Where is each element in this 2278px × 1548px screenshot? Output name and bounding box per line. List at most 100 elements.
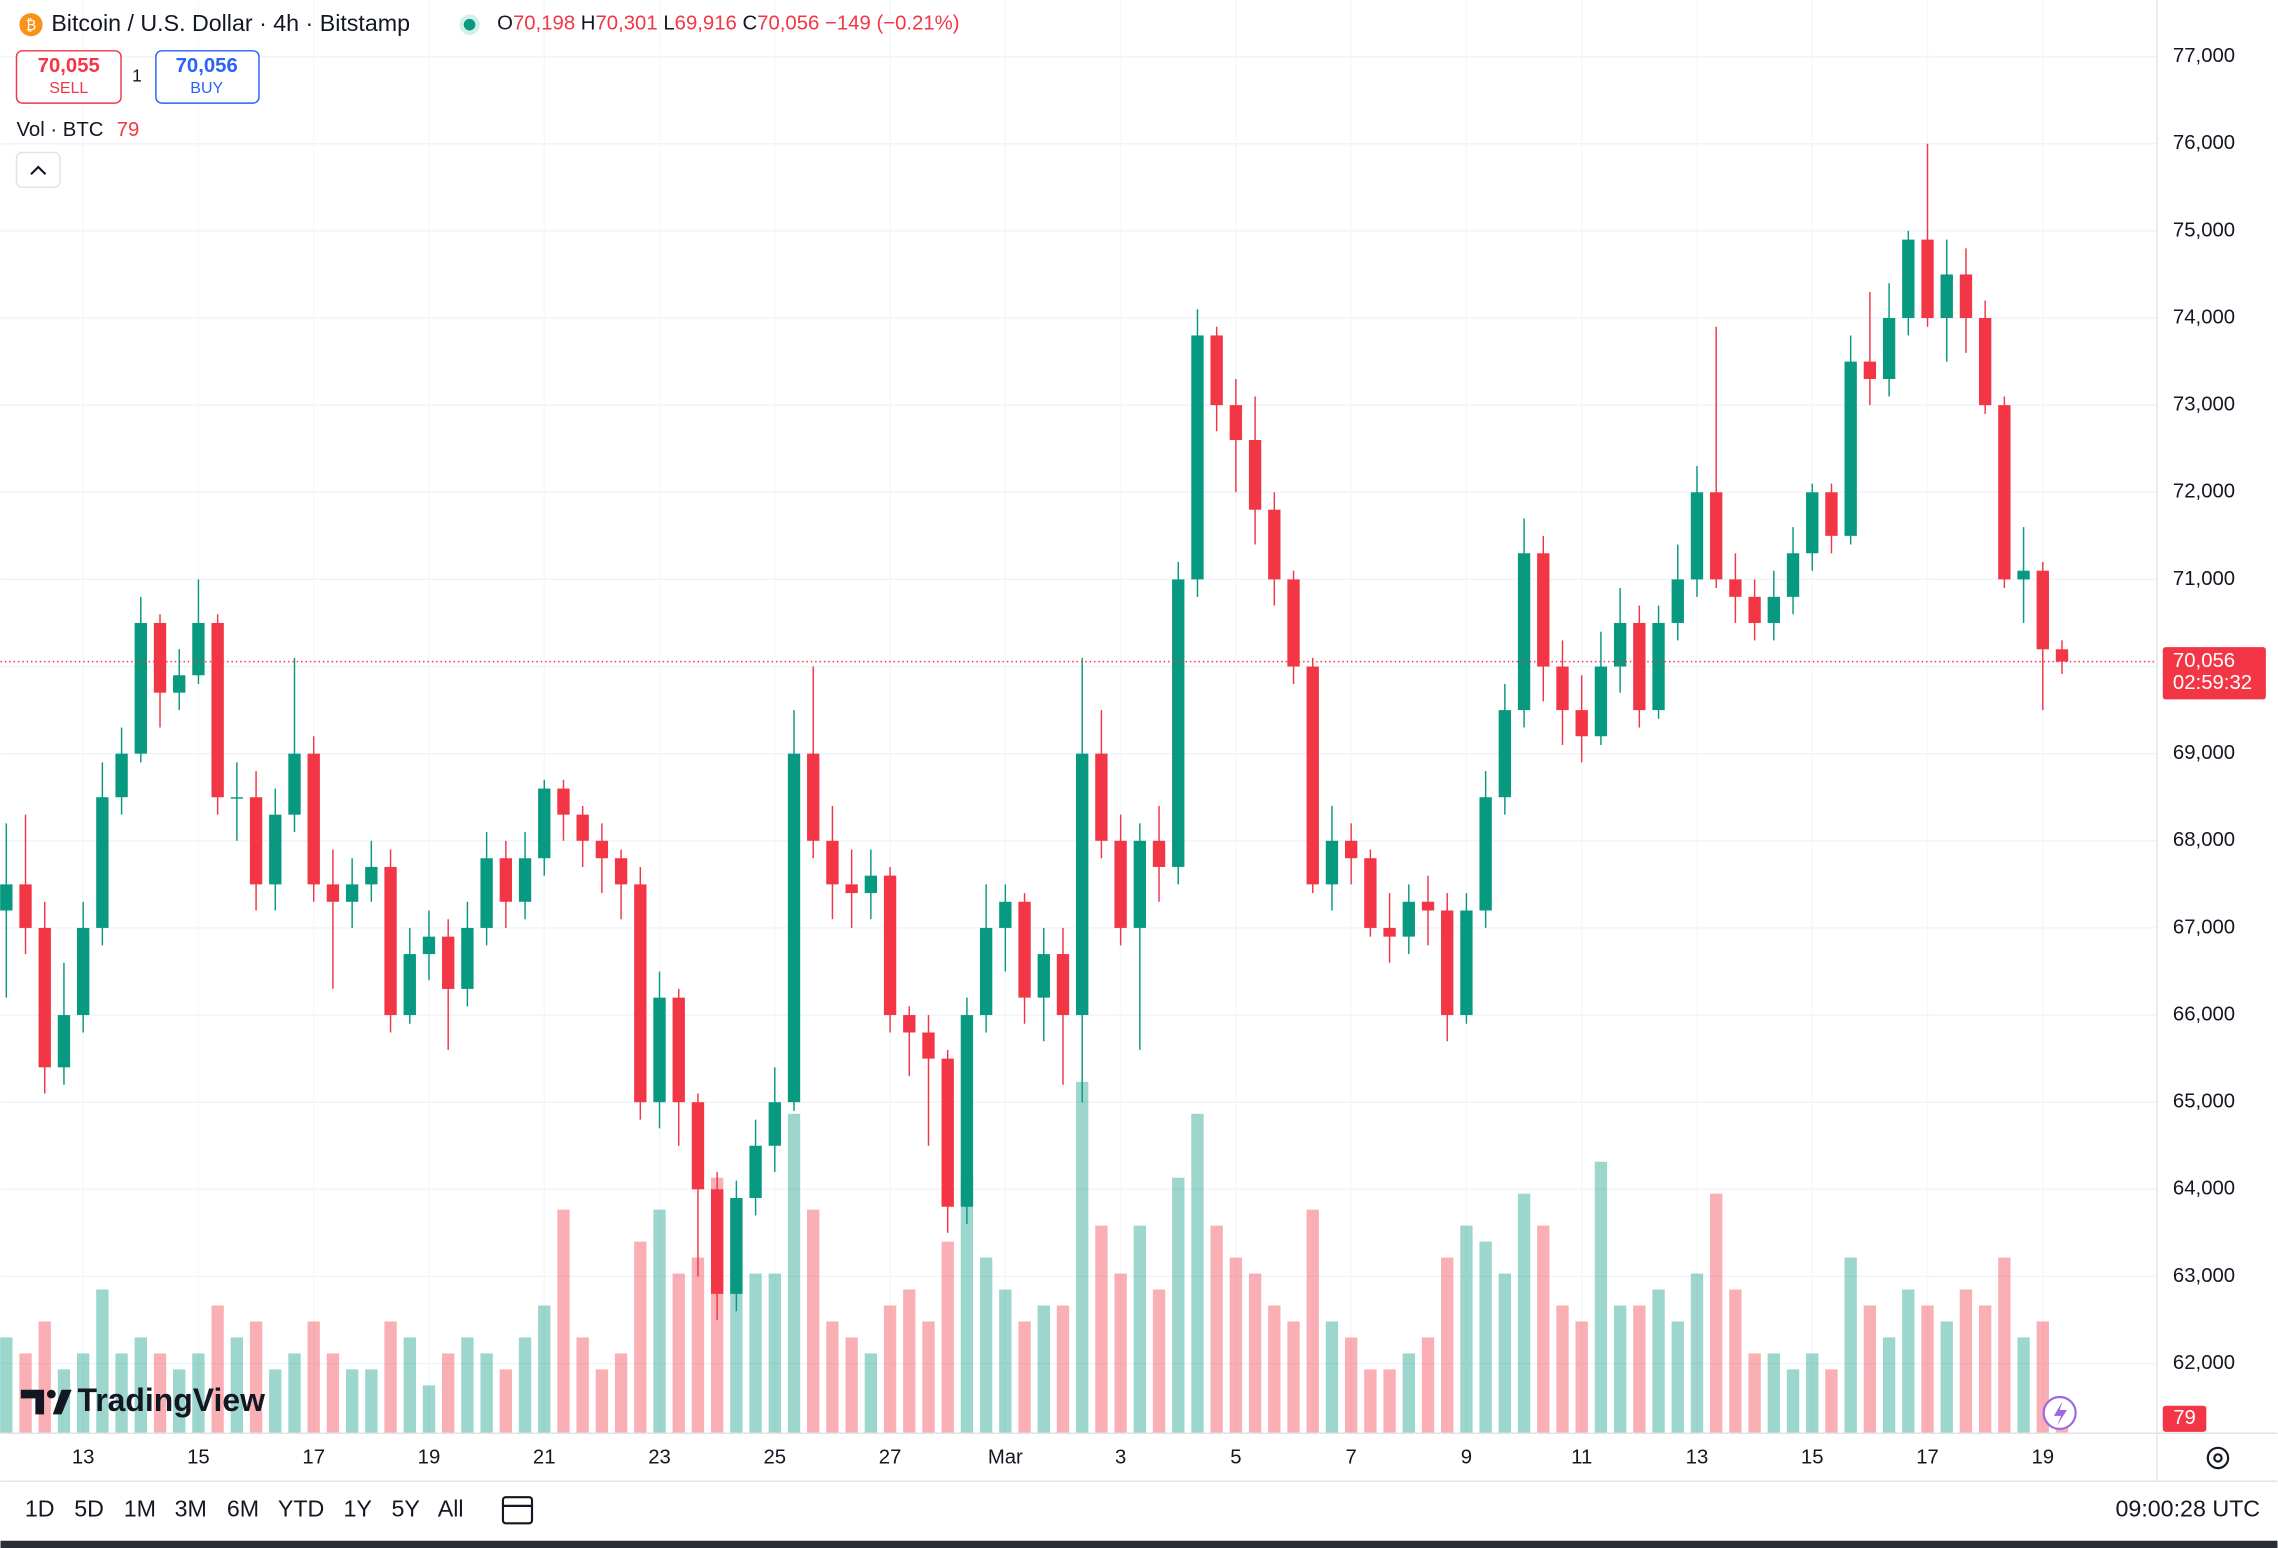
x-tick-label: 21 — [533, 1446, 556, 1468]
volume-bar — [1498, 1273, 1512, 1434]
candle-body — [1652, 622, 1665, 711]
range-button[interactable]: YTD — [278, 1495, 324, 1521]
buy-button[interactable]: 70,056 BUY — [155, 50, 260, 104]
range-button[interactable]: 5Y — [391, 1495, 419, 1521]
range-button[interactable]: 1Y — [344, 1495, 372, 1521]
range-button[interactable]: 1M — [124, 1495, 156, 1521]
volume-bar — [557, 1209, 570, 1434]
candle-body — [1825, 492, 1838, 536]
volume-bar — [1364, 1369, 1377, 1434]
volume-bar — [691, 1257, 705, 1434]
volume-bar — [1940, 1321, 1953, 1434]
x-tick-label: 23 — [648, 1446, 671, 1468]
volume-bar — [1172, 1177, 1185, 1434]
x-tick-label: 25 — [763, 1446, 786, 1468]
candle-body — [1248, 440, 1262, 510]
volume-bar — [1421, 1337, 1435, 1434]
candle-body — [1498, 710, 1512, 798]
candle-body — [1133, 840, 1146, 928]
date-range-button[interactable] — [501, 1496, 534, 1525]
volume-bar — [1806, 1353, 1819, 1434]
volume-bar — [422, 1385, 436, 1434]
volume-bar — [595, 1369, 609, 1434]
bar-countdown: 02:59:32 — [2173, 672, 2252, 694]
x-tick-label: 5 — [1230, 1446, 1241, 1468]
y-tick-label: 77,000 — [2173, 45, 2235, 67]
volume-bar — [1652, 1289, 1665, 1434]
volume-bar — [384, 1321, 397, 1434]
clock: 09:00:28 UTC — [2116, 1495, 2261, 1521]
volume-bar — [1517, 1193, 1531, 1434]
sell-price[interactable]: 70,055 — [38, 55, 100, 77]
candle-body — [922, 1032, 935, 1059]
volume-bar — [1959, 1289, 1973, 1434]
volume-bar — [1383, 1369, 1396, 1434]
range-button[interactable]: All — [438, 1495, 464, 1521]
volume-bar — [1729, 1289, 1742, 1434]
candle-body — [1690, 492, 1704, 580]
buy-button-frame[interactable] — [155, 50, 260, 104]
volume-bar — [1018, 1321, 1031, 1434]
candle-body — [1729, 579, 1742, 597]
range-button[interactable]: 6M — [227, 1495, 259, 1521]
toolbar: 1D 5D 1M 3M 6M YTD 1Y 5Y All — [25, 1495, 464, 1521]
candle-body — [653, 997, 666, 1103]
y-tick-label: 71,000 — [2173, 568, 2235, 590]
volume-bar — [922, 1321, 935, 1434]
volume-bar — [787, 1113, 801, 1434]
sell-label[interactable]: SELL — [49, 80, 88, 97]
volume-bar — [480, 1353, 493, 1434]
candle-body — [1037, 954, 1050, 998]
range-button[interactable]: 3M — [175, 1495, 207, 1521]
buy-label[interactable]: BUY — [190, 80, 223, 97]
candle-body — [269, 814, 282, 885]
collapse-icon[interactable] — [30, 165, 47, 176]
assistant-bolt[interactable] — [2053, 1401, 2067, 1427]
volume-bar — [192, 1353, 205, 1434]
candle-body — [2036, 570, 2049, 650]
x-tick-label: Mar — [988, 1446, 1023, 1468]
quantity: 1 — [132, 66, 142, 86]
ohlc-value: 70,301 — [595, 13, 657, 35]
volume-bar — [249, 1321, 263, 1434]
settings-icon[interactable] — [2206, 1446, 2230, 1470]
volume-bar — [672, 1273, 685, 1434]
volume-bar — [1556, 1305, 1569, 1434]
candle-body — [518, 858, 532, 902]
candle-body — [1441, 910, 1454, 1016]
volume-bar — [1575, 1321, 1588, 1434]
candle-body — [941, 1058, 954, 1207]
settings-icon-core[interactable] — [2213, 1453, 2223, 1463]
volume-bar — [1306, 1209, 1319, 1434]
volume-tag — [2162, 1405, 2207, 1432]
candle-body — [1268, 509, 1281, 580]
range-button[interactable]: 1D — [25, 1495, 55, 1521]
collapse-button[interactable] — [15, 151, 61, 189]
volume-bar — [1479, 1241, 1492, 1434]
candle-body — [1344, 840, 1358, 859]
candle-body — [1844, 361, 1857, 536]
volume-bar — [76, 1353, 90, 1434]
candle-body — [979, 927, 993, 1016]
calendar-icon[interactable] — [501, 1496, 534, 1525]
sell-button-frame[interactable] — [15, 50, 122, 104]
y-tick-label: 63,000 — [2173, 1265, 2235, 1287]
volume-bar — [979, 1257, 993, 1434]
candle-body — [1306, 666, 1319, 885]
candle-body — [557, 788, 570, 815]
buy-price[interactable]: 70,056 — [176, 55, 238, 77]
volume-bar — [211, 1305, 224, 1434]
sell-button[interactable]: 70,055 SELL — [15, 50, 122, 104]
volume-bar — [1037, 1305, 1050, 1434]
candle-body — [384, 866, 397, 1016]
candle-body — [1402, 901, 1415, 937]
candle-body — [211, 622, 224, 798]
volume-bar — [1152, 1289, 1166, 1434]
range-button[interactable]: 5D — [74, 1495, 104, 1521]
x-tick-label: 17 — [302, 1446, 325, 1468]
candle-body — [249, 797, 263, 885]
x-tick-label: 11 — [1571, 1446, 1592, 1468]
candle-body — [38, 927, 51, 1068]
y-tick-label: 69,000 — [2173, 742, 2235, 764]
